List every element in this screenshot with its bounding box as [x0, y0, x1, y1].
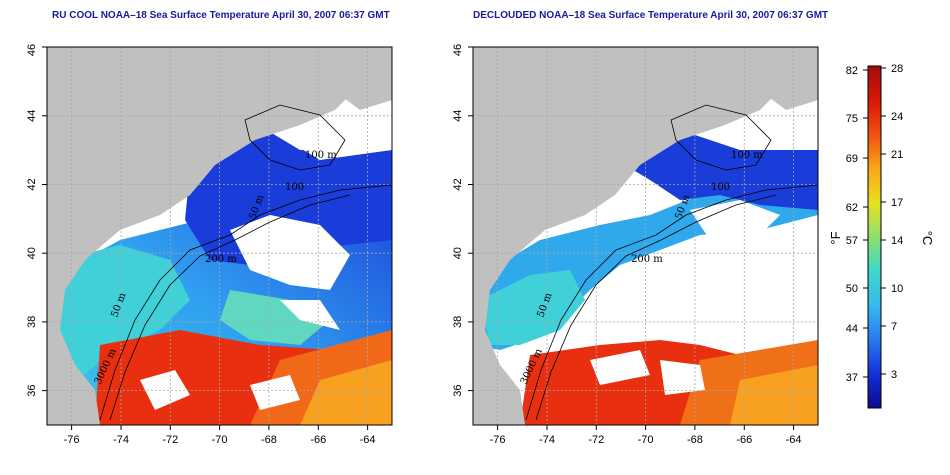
lat-tick-label: 46 [26, 44, 38, 56]
lat-tick-label: 36 [452, 384, 464, 396]
lon-tick-label: -74 [113, 434, 129, 446]
lon-tick-label: -66 [310, 434, 326, 446]
colorbar-c-label: °C [920, 231, 935, 246]
subtropical-region [730, 365, 818, 425]
colorbar-f-tick: 62 [846, 202, 858, 214]
colorbar-c-tick: 21 [891, 149, 903, 161]
colorbar-c-tick: 10 [891, 283, 903, 295]
lat-lon-grid [473, 47, 818, 425]
lon-axis-ticks: -76 -74 -72 -70 -68 -66 -64 [490, 425, 802, 446]
lat-tick-label: 38 [26, 316, 38, 328]
land-mass [473, 47, 818, 425]
contour-label: 100 m [305, 150, 337, 161]
land-mass-nova-scotia [756, 48, 818, 110]
lat-tick-label: 36 [26, 384, 38, 396]
colorbar-f-tick: 44 [846, 323, 858, 335]
colorbar-f-tick: 37 [846, 372, 858, 384]
cloud-patch [590, 350, 650, 385]
contour-label: 200 m [205, 254, 237, 265]
subtropical-region [300, 360, 392, 425]
contour-label: 100 m [731, 150, 763, 161]
colorbar-f-tick: 69 [846, 153, 858, 165]
colorbar-gradient [867, 65, 882, 409]
lat-tick-label: 40 [26, 247, 38, 259]
lon-tick-label: -76 [64, 434, 80, 446]
colorbar-c-tick: 28 [891, 63, 903, 75]
right-map: 100 m 100 50 m 200 m 50 m 3000 m -76 -74… [452, 44, 819, 446]
colorbar-f-tick: 82 [846, 65, 858, 77]
lon-axis-ticks: -76 -74 -72 -70 -68 -66 -64 [64, 425, 376, 446]
colorbar-f-tick: 57 [846, 235, 858, 247]
bathymetry-contours [99, 104, 392, 421]
colorbar-c-tick: 3 [891, 369, 897, 381]
panel-title-left: RU COOL NOAA–18 Sea Surface Temperature … [52, 10, 390, 21]
panel-title-right: DECLOUDED NOAA–18 Sea Surface Temperatur… [473, 10, 829, 21]
land-mass-nova-scotia [330, 48, 392, 110]
cloud-patch [280, 300, 340, 330]
lat-tick-label: 40 [452, 247, 464, 259]
lat-tick-label: 42 [26, 178, 38, 190]
land-mass [47, 47, 392, 425]
lat-axis-ticks: 36 38 40 42 44 46 [452, 44, 473, 397]
lon-tick-label: -70 [638, 434, 654, 446]
cloud-patch [250, 375, 300, 410]
colorbar-c-tick: 7 [891, 321, 897, 333]
contour-label: 100 [711, 182, 730, 193]
lon-tick-label: -64 [786, 434, 802, 446]
cloud-patch [660, 360, 705, 395]
lon-tick-label: -64 [360, 434, 376, 446]
colorbar-f-tick: 50 [846, 283, 858, 295]
lon-tick-label: -76 [490, 434, 506, 446]
left-map: 100 m 100 50 m 200 m 50 m 3000 m -76 -74… [26, 44, 393, 446]
lat-tick-label: 42 [452, 178, 464, 190]
contour-label: 100 [285, 182, 304, 193]
bathymetry-contours [525, 104, 818, 421]
lat-tick-label: 38 [452, 316, 464, 328]
contour-label: 200 m [631, 254, 663, 265]
lat-axis-ticks: 36 38 40 42 44 46 [26, 44, 47, 397]
colorbar-c-tick: 14 [891, 235, 903, 247]
lon-tick-label: -74 [539, 434, 555, 446]
lon-tick-label: -70 [212, 434, 228, 446]
lat-tick-label: 44 [26, 110, 38, 122]
temperature-colorbar: 82 75 69 62 57 50 44 37 28 24 21 17 14 1… [828, 63, 935, 409]
shelf-water-region [55, 245, 190, 390]
lat-tick-label: 44 [452, 110, 464, 122]
lon-tick-label: -66 [736, 434, 752, 446]
lon-tick-label: -72 [162, 434, 178, 446]
lon-tick-label: -72 [588, 434, 604, 446]
cloud-patch [140, 370, 190, 410]
cloud-patch [230, 215, 350, 290]
lat-tick-label: 46 [452, 44, 464, 56]
lon-tick-label: -68 [687, 434, 703, 446]
colorbar-f-label: °F [828, 231, 843, 244]
lon-tick-label: -68 [261, 434, 277, 446]
colorbar-f-tick: 75 [846, 113, 858, 125]
colorbar-c-tick: 17 [891, 197, 903, 209]
lat-lon-grid [47, 47, 392, 425]
warm-eddy-region [220, 290, 330, 345]
cloud-patch [690, 200, 780, 240]
colorbar-c-tick: 24 [891, 111, 903, 123]
